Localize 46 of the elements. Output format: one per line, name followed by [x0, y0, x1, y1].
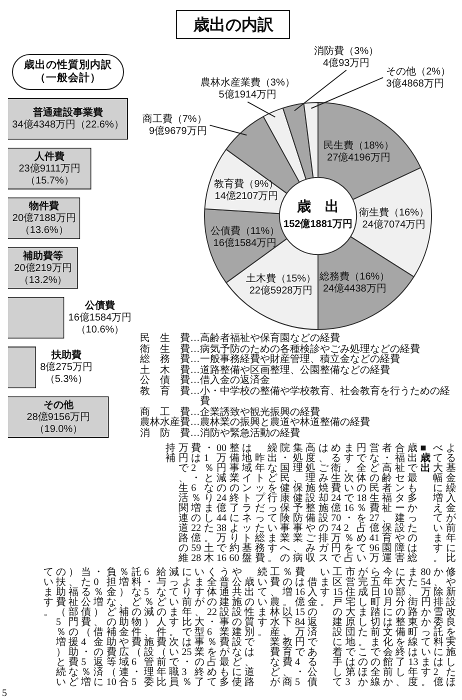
- category-label: 補助費等: [23, 250, 64, 262]
- category-label: 普通建設事業費: [33, 108, 103, 119]
- slice-label: 民生費（18%）27億4196万円: [324, 140, 394, 164]
- text: 歳出の性質別では、道路や公共施設の建設などに使う普通建設事業費が最も多く全体の22・6％を占めていますが、大型事業の終了により前年比では25・3％減っています。次いで職員給与などの人件費（前年比6・5％減）、施設管理委託料などの物件費（6・5％増）、補助金や広域連合負担金などの補助費等（10・0％増）、借金の返済に当たる公債費（4・5％増）、福祉部門の援助費などの扶助費（5％増）と続いています。: [43, 567, 255, 688]
- text: 民 生 費…高齢者福祉や保育園などの経費: [140, 333, 340, 344]
- slice-label: 公債費（11%）16億1584万円: [210, 224, 280, 249]
- chart-subtitle: （一般会計）: [35, 72, 101, 85]
- text: 土 木 費…道路整備や区画整理、公園整備などの経費: [140, 364, 390, 376]
- text: ■歳出: [420, 443, 431, 474]
- data-label: 16億1584万円（10.6%）: [68, 311, 132, 336]
- slice-label: 商工費（7%）9億9679万円: [142, 112, 207, 137]
- slice-label: 教育費（9%）14億2107万円: [214, 178, 279, 202]
- text: 農林水産費…農林業の振興と農道や林道整備の経費: [140, 417, 370, 428]
- text: 修や新設改良を実施したほか、除排雪委託料には2億8054万円かかっています。また、街路東町線は13年度に大部分の整備を終了し、今年10月には文化会館前から五日町踏切前までの全線が完成しました。このほか市営住宅大原団地では第3工区15戸の建設に着手しています。: [320, 567, 456, 688]
- slice-label: 衛生費（16%）24億7074万円: [358, 206, 429, 231]
- slice-label: その他（2%）3億4868万円: [386, 65, 451, 90]
- text: 歳 出: [296, 198, 339, 214]
- text: 消 防 費…消防や緊急活動の経費: [140, 428, 300, 438]
- category-label: 公債費: [84, 300, 115, 312]
- category-label: 人件費: [34, 151, 65, 162]
- category-label: 物件費: [29, 201, 60, 212]
- slice-label: 土木費（15%）22億5928万円: [246, 272, 316, 296]
- text: 総 務 費…一般事務経費や財産管理、積立金などの経費: [140, 354, 400, 365]
- chart-title: 歳出の性質別内訳: [24, 59, 112, 72]
- slice-label: 農林水産業費（3%）5億1914万円: [200, 76, 295, 101]
- data-label: 20億219万円（13.2%）: [14, 262, 72, 286]
- text: 借入金の返済である公債費は16億1584万円で4・5％の増。以下、教育費、商工費、農林水産業費などが続いています。: [257, 567, 318, 688]
- data-label: 23億9111万円（15.7%）: [18, 162, 81, 186]
- text: 152億1881万円: [284, 218, 352, 230]
- text: 衛 生 費…病気予防のための各種検診やごみ処理などの経費: [140, 344, 420, 354]
- text: 歳出で最も多かったのは総合福祉センター建設や障害者・高齢者福祉、保育園運営などの民生費27億4196万円で全体の18％を占めています。次いで16・2％を占める衛生費24億7074万円では、ごみ焼却施設の排ガス高度処理施設整備やごみ収集処理、保健予防事業、病院・国民健康保険事業への繰出などを行っています。: [267, 443, 418, 564]
- text: 教 育 費…小・中学校の整備や学校教育、社会教育を行うための経費: [140, 386, 450, 407]
- data-label: 8億275万円（5.3%）: [40, 361, 92, 386]
- category-label: 扶助費: [51, 350, 82, 362]
- data-label: 20億7188万円（13.6%）: [12, 212, 76, 236]
- data-label: 28億9156万円（19.0%）: [26, 410, 90, 435]
- text: よる基金繰入金が前年に比べて大幅に増えています。: [433, 443, 456, 564]
- slice-label: 総務費（16%）24億4438万円: [318, 270, 390, 294]
- category-label: その他: [43, 400, 74, 411]
- text: 5: [2, 688, 8, 700]
- text: 公 債 費…借入金の返済金: [140, 375, 270, 386]
- text: 商 工 費…企業誘致や観光振興の経費: [140, 406, 320, 418]
- data-label: 34億4348万円（22.6%）: [12, 118, 124, 131]
- slice-label: 消防費（3%）4億93万円: [314, 44, 379, 69]
- text: 昨年トップだった総務費は地域イントラネット基盤整備事業の終了により約6000万円減の24億4438万で16・1％となりました。土木費は2・6％増の22億5928万円で、生活関連道路の維持補: [166, 443, 265, 564]
- chart-title: 歳出の内訳: [194, 16, 274, 36]
